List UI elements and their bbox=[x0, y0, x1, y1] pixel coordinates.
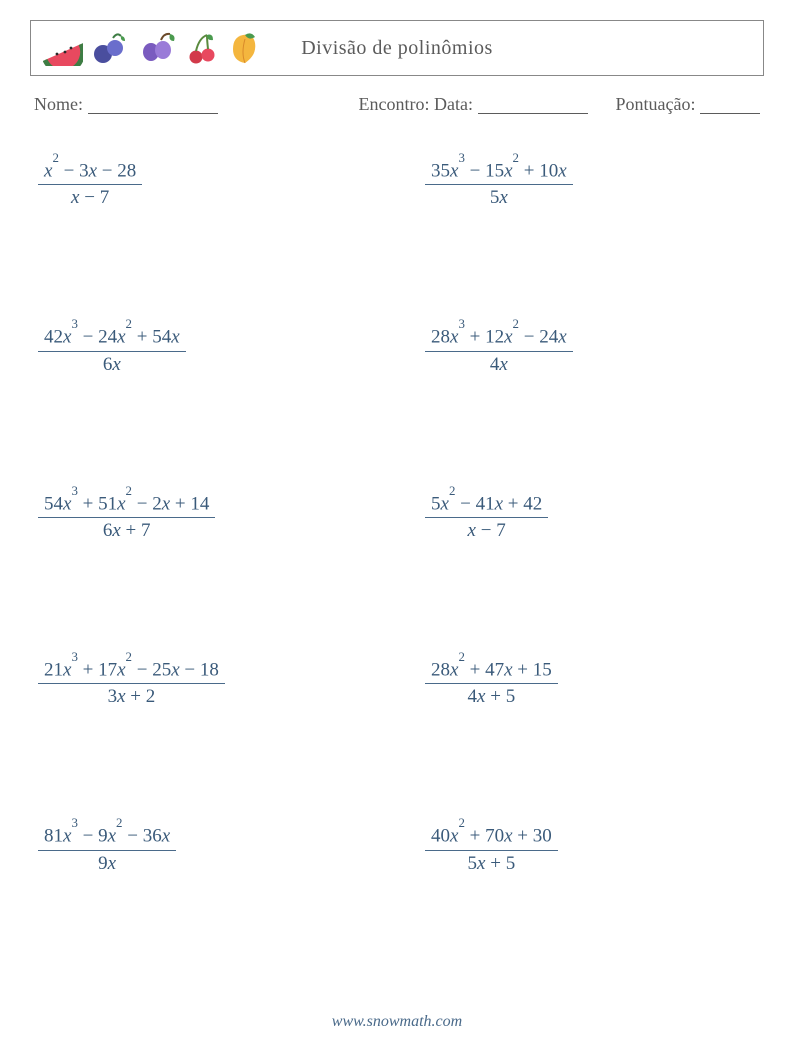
p5-den: 6x + 7 bbox=[38, 517, 215, 544]
pontuacao-blank[interactable] bbox=[700, 113, 760, 114]
p8-den: 4x + 5 bbox=[425, 683, 558, 710]
pontuacao-field: Pontuação: bbox=[616, 94, 760, 115]
problem-8: 28x2 + 47x + 154x + 5 bbox=[411, 654, 764, 710]
cherries-icon bbox=[185, 30, 219, 66]
problem-5: 54x3 + 51x2 − 2x + 146x + 7 bbox=[38, 488, 391, 544]
footer-url: www.snowmath.com bbox=[0, 1013, 794, 1031]
problem-2: 35x3 − 15x2 + 10x5x bbox=[411, 155, 764, 211]
problem-4: 28x3 + 12x2 − 24x4x bbox=[411, 321, 764, 377]
p6-den: x − 7 bbox=[425, 517, 548, 544]
problems-grid: x2 − 3x − 28x − 7 35x3 − 15x2 + 10x5x 42… bbox=[30, 155, 764, 877]
meta-row: Nome: Encontro: Data: Pontuação: bbox=[30, 94, 764, 115]
p2-den: 5x bbox=[425, 184, 573, 211]
plums-icon bbox=[137, 30, 177, 66]
problem-1: x2 − 3x − 28x − 7 bbox=[38, 155, 391, 211]
problem-3: 42x3 − 24x2 + 54x6x bbox=[38, 321, 391, 377]
p8-num: 28x2 + 47x + 15 bbox=[425, 654, 558, 683]
problem-9: 81x3 − 9x2 − 36x9x bbox=[38, 820, 391, 876]
p3-den: 6x bbox=[38, 351, 186, 378]
problem-6: 5x2 − 41x + 42x − 7 bbox=[411, 488, 764, 544]
nome-field: Nome: bbox=[34, 94, 218, 115]
watermelon-icon bbox=[43, 30, 83, 66]
data-blank[interactable] bbox=[478, 113, 588, 114]
blueberries-icon bbox=[91, 30, 129, 66]
p9-den: 9x bbox=[38, 850, 176, 877]
encontro-field: Encontro: Data: bbox=[359, 94, 588, 115]
p1-num: x2 − 3x − 28 bbox=[38, 155, 142, 184]
p4-den: 4x bbox=[425, 351, 573, 378]
nome-label: Nome: bbox=[34, 94, 83, 114]
p4-num: 28x3 + 12x2 − 24x bbox=[425, 321, 573, 350]
p3-num: 42x3 − 24x2 + 54x bbox=[38, 321, 186, 350]
p7-den: 3x + 2 bbox=[38, 683, 225, 710]
p1-den: x − 7 bbox=[38, 184, 142, 211]
p10-den: 5x + 5 bbox=[425, 850, 558, 877]
p9-num: 81x3 − 9x2 − 36x bbox=[38, 820, 176, 849]
p6-num: 5x2 − 41x + 42 bbox=[425, 488, 548, 517]
pontuacao-label: Pontuação: bbox=[616, 94, 696, 114]
p2-num: 35x3 − 15x2 + 10x bbox=[425, 155, 573, 184]
encontro-label: Encontro: Data: bbox=[359, 94, 473, 114]
mango-icon bbox=[227, 29, 261, 67]
header-box: Divisão de polinômios bbox=[30, 20, 764, 76]
p10-num: 40x2 + 70x + 30 bbox=[425, 820, 558, 849]
problem-10: 40x2 + 70x + 305x + 5 bbox=[411, 820, 764, 876]
problem-7: 21x3 + 17x2 − 25x − 183x + 2 bbox=[38, 654, 391, 710]
p7-num: 21x3 + 17x2 − 25x − 18 bbox=[38, 654, 225, 683]
p5-num: 54x3 + 51x2 − 2x + 14 bbox=[38, 488, 215, 517]
fruit-row bbox=[43, 29, 261, 67]
nome-blank[interactable] bbox=[88, 113, 218, 114]
